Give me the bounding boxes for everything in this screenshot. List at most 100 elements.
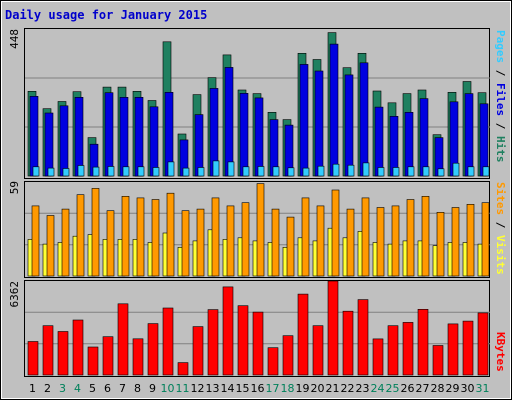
pages-bar — [287, 167, 295, 177]
day-label: 15 — [236, 382, 250, 395]
sites-bar — [166, 192, 175, 277]
pages-bar — [257, 166, 265, 177]
kbytes-bar — [282, 335, 294, 376]
pages-bar — [272, 166, 280, 177]
kbytes-bar — [267, 347, 279, 376]
day-label: 24 — [371, 382, 385, 395]
files-bar — [464, 93, 474, 177]
kbytes-bar — [372, 338, 384, 376]
kbytes-bar — [417, 308, 429, 376]
kbytes-bar — [252, 311, 264, 376]
sites-bar — [151, 199, 160, 277]
kbytes-bar — [42, 325, 54, 376]
sites-bar — [226, 205, 235, 277]
sites-bar — [361, 197, 370, 277]
kbytes-bar — [462, 320, 474, 376]
day-label: 11 — [176, 382, 190, 395]
files-bar — [134, 97, 144, 177]
pages-bar — [407, 166, 415, 177]
kbytes-bar — [327, 280, 339, 376]
files-bar — [479, 103, 489, 177]
sites-bar — [196, 208, 205, 277]
chart-title: Daily usage for January 2015 — [5, 8, 207, 22]
pages-bar — [152, 167, 160, 177]
sites-bar — [391, 205, 400, 277]
day-label: 18 — [281, 382, 295, 395]
day-label: 8 — [134, 382, 141, 395]
day-label: 21 — [326, 382, 340, 395]
sites-bar — [136, 197, 145, 277]
day-label: 10 — [161, 382, 175, 395]
sites-bar — [436, 212, 445, 277]
kbytes-bar — [447, 323, 459, 376]
sites-bar — [61, 208, 70, 277]
pages-bar — [212, 160, 220, 177]
files-bar — [299, 64, 309, 177]
sites-bar — [241, 202, 250, 277]
day-label: 31 — [476, 382, 490, 395]
day-label: 23 — [356, 382, 370, 395]
kbytes-bar — [402, 322, 414, 376]
files-bar — [239, 93, 249, 177]
kbytes-bar — [342, 310, 354, 376]
pages-bar — [482, 166, 490, 177]
day-label: 19 — [296, 382, 310, 395]
day-label: 1 — [29, 382, 36, 395]
files-bar — [314, 70, 324, 177]
sites-bar — [421, 196, 430, 277]
kbytes-bar — [222, 286, 234, 376]
sites-bar — [301, 197, 310, 277]
kbytes-bar — [297, 293, 309, 376]
kbytes-bar — [387, 325, 399, 376]
files-bar — [119, 97, 129, 177]
kbytes-bar — [132, 338, 144, 376]
pages-bar — [227, 161, 235, 177]
files-bar — [329, 43, 339, 177]
pages-bar — [47, 167, 55, 177]
kbytes-bar — [357, 299, 369, 376]
sites-bar — [481, 202, 490, 277]
pages-bar — [347, 164, 355, 177]
sites-bar — [331, 189, 340, 277]
pages-bar — [377, 167, 385, 177]
files-bar — [254, 97, 264, 177]
files-bar — [404, 112, 414, 177]
sites-bar — [346, 208, 355, 277]
pages-bar — [332, 163, 340, 177]
sites-bar — [406, 199, 415, 277]
day-label: 13 — [206, 382, 220, 395]
legend-sites: Sites — [494, 182, 507, 215]
files-bar — [344, 74, 354, 177]
chart-marks — [25, 32, 490, 376]
sites-bar — [76, 194, 85, 277]
pages-bar — [302, 167, 310, 177]
pages-bar — [62, 168, 70, 177]
pages-bar — [317, 165, 325, 177]
day-label: 7 — [119, 382, 126, 395]
pages-bar — [167, 161, 175, 177]
sites-bar — [451, 207, 460, 277]
legend-files: Files — [494, 83, 507, 116]
sites-bar — [106, 210, 115, 277]
sites-bar — [121, 196, 130, 277]
legend-middle: Sites / Visits — [494, 182, 507, 275]
sites-bar — [181, 210, 190, 277]
pages-bar — [452, 162, 460, 177]
day-label: 9 — [149, 382, 156, 395]
files-bar — [59, 105, 69, 177]
legend-visits: Visits — [494, 235, 507, 275]
legend-top: Pages / Files / Hits — [494, 30, 507, 163]
pages-bar — [422, 166, 430, 177]
pages-bar — [92, 166, 100, 177]
files-bar — [374, 106, 384, 177]
kbytes-bar — [192, 326, 204, 376]
files-bar — [419, 98, 429, 177]
kbytes-bar — [432, 345, 444, 376]
day-label: 14 — [221, 382, 235, 395]
day-label: 22 — [341, 382, 355, 395]
day-label: 28 — [431, 382, 445, 395]
pages-bar — [182, 167, 190, 177]
sites-bar — [256, 183, 265, 277]
files-bar — [194, 114, 204, 177]
